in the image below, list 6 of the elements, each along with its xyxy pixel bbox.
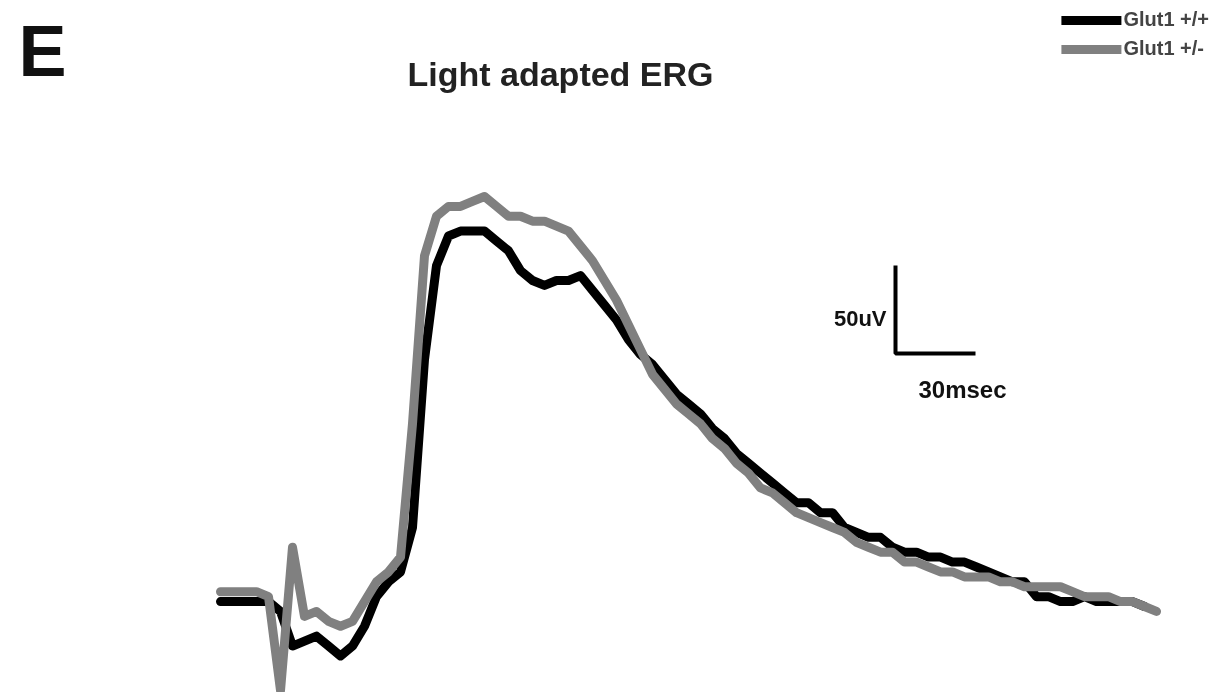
text: E [18, 10, 67, 91]
annotation: 50uV [833, 305, 887, 331]
chart-title: Light adapted ERG [407, 54, 714, 93]
annotation: 30msec [918, 375, 1007, 403]
legend-label: Glut1 +/+ [1123, 8, 1209, 31]
legend-label: Glut1 +/- [1123, 37, 1204, 60]
